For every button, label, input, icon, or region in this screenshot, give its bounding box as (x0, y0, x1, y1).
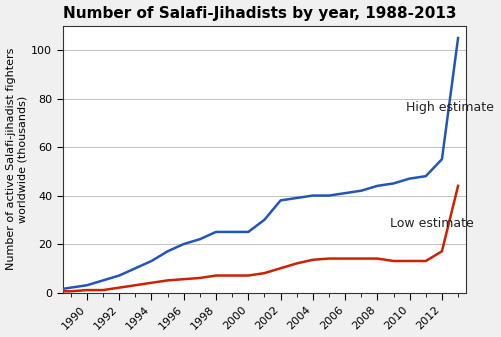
Text: High estimate: High estimate (406, 101, 493, 114)
Y-axis label: Number of active Salafi-jihadist fighters
worldwide (thousands): Number of active Salafi-jihadist fighter… (6, 48, 27, 270)
Text: Number of Salafi-Jihadists by year, 1988-2013: Number of Salafi-Jihadists by year, 1988… (63, 5, 455, 21)
Text: Low estimate: Low estimate (390, 217, 473, 230)
